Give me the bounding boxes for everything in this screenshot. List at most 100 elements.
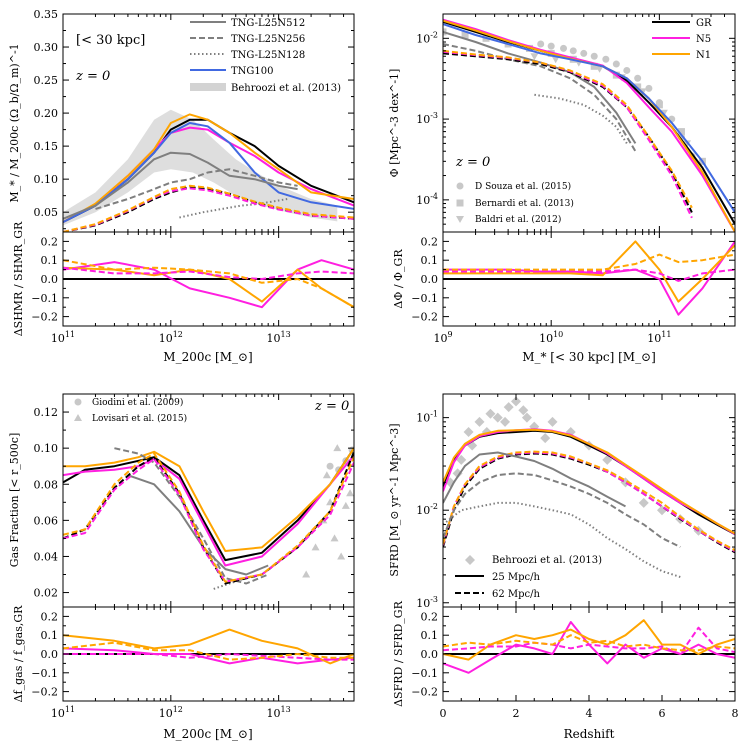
- sfrd-series-tng-l25n256: [443, 472, 681, 548]
- legend-label-giodini: Giodini et al. (2009): [92, 397, 183, 408]
- legend-label-25mpc: 25 Mpc/h: [492, 572, 541, 583]
- smhr-ytick-label: 0.05: [34, 206, 59, 219]
- gas_fraction-plot-area: [63, 444, 354, 590]
- smhr_ratio-ytick-label: −0.1: [31, 292, 58, 305]
- gas_fraction_ratio-ytick-label: 0.0: [41, 648, 59, 661]
- smf_ratio-ytick-label: 0.0: [421, 273, 439, 286]
- gas_fraction-series-n1-62-mpc-h: [63, 452, 354, 583]
- smhr_ratio-plot-area: [63, 259, 354, 309]
- smf_ratio-ytick-label: −0.2: [411, 311, 438, 324]
- legend-marker-giodini: [74, 398, 82, 406]
- gas_fraction-obs-lovisari-et-al-2015-point: [330, 534, 339, 542]
- legend-label-dsouza: D Souza et al. (2015): [475, 181, 571, 192]
- smhr_ratio-ytick-label: 0.0: [41, 273, 59, 286]
- sfrd-series-n1-25-mpc-h: [443, 428, 735, 535]
- smhr-panel: 0.05 0.10 0.15 0.20 0.25 0.30 0.35: [34, 8, 355, 233]
- sfrd-obs-behroozi-et-al-2013-point: [602, 454, 613, 465]
- sfrd-legend: Behroozi et al. (2013) 25 Mpc/h 62 Mpc/h: [455, 555, 602, 600]
- sfrd_ratio-xtick-label: 8: [732, 707, 739, 720]
- legend-label-baldri: Baldri et al. (2012): [475, 214, 561, 225]
- smhr_ratio-ytick-label: 0.1: [41, 254, 59, 267]
- sfrd_ratio-ytick-label: 0.1: [421, 629, 439, 642]
- gas_fraction_ratio-series-n5: [63, 647, 354, 665]
- sfrd-ytick-label: 10-1: [416, 410, 438, 425]
- legend-marker-lovisari: [74, 414, 82, 421]
- gas_fraction-obs-lovisari-et-al-2015-point: [302, 570, 311, 578]
- smhr-ylabel: M_* / M_200c (Ω_b/Ω_m)^-1: [8, 43, 21, 202]
- sfrd-series-tng-l25n128: [443, 501, 681, 578]
- sfrd_ratio-xtick-label: 6: [659, 707, 666, 720]
- smhr-series-n1: [63, 113, 354, 223]
- gas_fraction_ratio-ytick-label: −0.2: [31, 686, 58, 699]
- smf_ratio-series-n1-62-mpc-h: [443, 253, 735, 271]
- smf-ylabel: Φ [Mpc^-3 dex^-1]: [388, 69, 401, 178]
- smf-series-n1-62-mpc-h: [443, 49, 693, 209]
- gas_fraction_ratio-series-n5-62-mpc-h: [63, 653, 354, 661]
- gas-fraction-panel: 0.02 0.04 0.06 0.08 0.10 0.12: [34, 393, 355, 608]
- gas_fraction_ratio-ytick-label: −0.1: [31, 667, 58, 680]
- smhr-series-tng100: [63, 122, 354, 223]
- smf-legend-models: GR N5 N1: [652, 18, 712, 61]
- smf_ratio-ytick-label: 0.2: [421, 235, 439, 248]
- sfrd-obs-behroozi-et-al-2013-point: [638, 497, 649, 508]
- sfrd-panel: 10-3 10-2 10-1: [416, 393, 736, 610]
- smf_ratio-series-n1: [443, 240, 735, 303]
- sfrd-obs-behroozi-et-al-2013-point: [511, 396, 521, 407]
- legend-marker-baldri: [456, 216, 464, 223]
- sfrd-obs-behroozi-et-al-2013-point: [540, 433, 551, 444]
- smhr-ratio-ylabel: ΔSHMR / SHMR_GR: [12, 221, 25, 336]
- smhr-ytick-label: 0.15: [34, 140, 59, 153]
- smf-obs-bernardi-et-al-2013-point: [655, 101, 663, 109]
- smf-ytick-label: 10-2: [416, 30, 438, 45]
- smf_ratio-plot-area: [443, 240, 735, 316]
- smhr-annotation-aperture: [< 30 kpc]: [76, 33, 145, 48]
- gas-annotation-redshift: z = 0: [314, 399, 349, 414]
- sfrd-obs-behroozi-et-al-2013-point: [492, 412, 503, 423]
- sfrd_ratio-series-n1-62-mpc-h: [443, 634, 735, 652]
- smhr-legend: TNG-L25N512 TNG-L25N256 TNG-L25N128 TNG1…: [190, 18, 341, 94]
- smhr-ytick-label: 0.20: [34, 107, 59, 120]
- smf-annotation-redshift: z = 0: [455, 155, 490, 170]
- gas_fraction-obs-lovisari-et-al-2015-point: [326, 498, 335, 506]
- smf-obs-d-souza-et-al-2015-point: [569, 47, 577, 55]
- gas_fraction_ratio-xtick-label: 1012: [159, 705, 183, 720]
- smhr_ratio-series-n5: [63, 259, 354, 309]
- sfrd-series-n1-62-mpc-h: [443, 450, 735, 552]
- smf-obs-d-souza-et-al-2015-point: [645, 84, 653, 92]
- gas_fraction-series-n5: [63, 454, 354, 567]
- smf-series-tng-l25n128: [534, 93, 628, 144]
- sfrd_ratio-xtick-label: 4: [586, 707, 593, 720]
- legend-swatch-behroozi-band: [190, 83, 226, 91]
- sfrd-obs-behroozi-et-al-2013-point: [503, 402, 514, 413]
- gas_fraction-ytick-label: 0.02: [34, 587, 59, 600]
- smhr-annotation-redshift: z = 0: [75, 69, 110, 84]
- smhr_ratio-ytick-label: −0.2: [31, 311, 58, 324]
- sfrd-obs-behroozi-et-al-2013-point: [474, 416, 485, 427]
- sfrd-series-gr-25-mpc-h: [443, 429, 735, 536]
- smf-obs-baldri-et-al-2012-point: [682, 140, 691, 148]
- smf-obs-d-souza-et-al-2015-point: [547, 42, 555, 50]
- smhr-band-behroozi-et-al-2013: [63, 109, 338, 226]
- gas-ylabel: Gas Fraction [< r_500c]: [8, 433, 21, 567]
- sfrd-series-gr-62-mpc-h: [443, 452, 735, 554]
- smf_ratio-xtick-label: 1010: [539, 330, 563, 345]
- legend-label-62mpc: 62 Mpc/h: [492, 589, 541, 600]
- gas-ratio-ylabel: Δf_gas / f_gas,GR: [12, 605, 25, 703]
- smhr-ytick-label: 0.35: [34, 8, 59, 21]
- sfrd-ratio-panel: 0 2 4 6 8 −0.2 −0.1 0.0 0.1 0.2: [411, 606, 739, 720]
- smf-plot-area: [443, 18, 735, 232]
- sfrd-obs-behroozi-et-al-2013-point: [547, 416, 558, 427]
- smf-obs-d-souza-et-al-2015-point: [612, 60, 620, 68]
- sfrd-obs-behroozi-et-al-2013-point: [485, 408, 496, 419]
- sfrd-ytick-label: 10-3: [416, 595, 438, 610]
- smhr_ratio-series-n1: [63, 266, 354, 309]
- legend-marker-dsouza: [456, 182, 464, 190]
- smhr-series-tng-l25n128: [179, 198, 288, 219]
- smf-ytick-label: 10-4: [416, 192, 438, 207]
- gas_fraction-ytick-label: 0.08: [34, 478, 59, 491]
- sfrd-ratio-xlabel: Redshift: [564, 727, 615, 741]
- smf-ytick-label: 10-3: [416, 111, 438, 126]
- smhr_ratio-ytick-label: 0.2: [41, 235, 59, 248]
- sfrd-series-n5-62-mpc-h: [443, 451, 735, 553]
- smf-obs-bernardi-et-al-2013-point: [677, 128, 685, 136]
